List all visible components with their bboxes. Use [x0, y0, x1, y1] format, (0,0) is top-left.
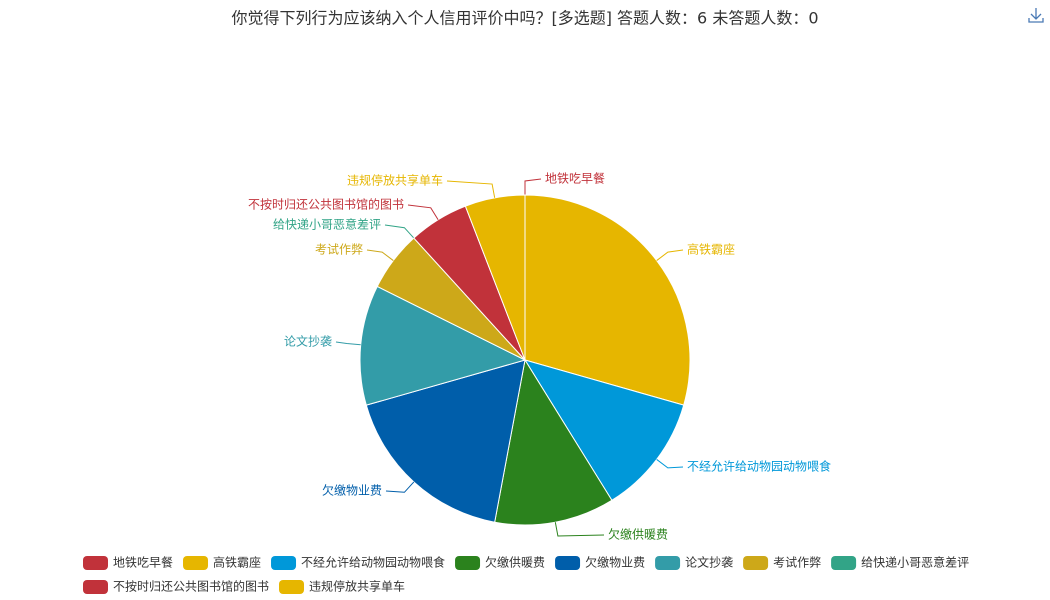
legend-label: 给快递小哥恶意差评 [861, 555, 969, 570]
legend-item[interactable]: 给快递小哥恶意差评 [831, 555, 969, 571]
leader-line [554, 522, 605, 537]
pie-slice [523, 359, 685, 501]
leader-line [656, 459, 684, 469]
legend-label: 欠缴供暖费 [485, 555, 545, 570]
legend-item[interactable]: 地铁吃早餐 [83, 555, 173, 571]
legend-swatch [555, 556, 581, 570]
chart-title: 你觉得下列行为应该纳入个人信用评价中吗？[多选题] 答题人数：6 未答题人数：0 [231, 9, 818, 28]
legend-swatch [183, 556, 209, 570]
legend-item[interactable]: 欠缴供暖费 [455, 555, 545, 571]
legend-swatch [455, 556, 481, 570]
legend-swatch [271, 556, 297, 570]
slice-label: 欠缴供暖费 [608, 527, 668, 542]
legend-swatch [655, 556, 681, 570]
leader-line [407, 204, 439, 220]
legend-item[interactable]: 高铁霸座 [183, 555, 261, 571]
slice-label: 欠缴物业费 [322, 483, 382, 498]
slice-label: 高铁霸座 [687, 242, 735, 257]
legend-swatch [83, 556, 108, 570]
leader-line [524, 178, 542, 195]
legend-label: 高铁霸座 [213, 555, 261, 570]
download-icon[interactable] [1028, 8, 1044, 23]
slice-label: 不经允许给动物园动物喂食 [687, 459, 831, 474]
legend-item[interactable]: 欠缴物业费 [555, 555, 645, 571]
legend-swatch [279, 580, 305, 594]
legend-label: 考试作弊 [773, 555, 821, 570]
slice-label: 论文抄袭 [284, 334, 332, 349]
legend-item[interactable]: 不经允许给动物园动物喂食 [271, 555, 445, 571]
leader-line [335, 341, 361, 346]
legend-label: 违规停放共享单车 [309, 579, 405, 594]
legend-item[interactable]: 违规停放共享单车 [279, 579, 405, 595]
leader-line [446, 180, 496, 198]
leader-line [656, 249, 684, 261]
slice-label: 违规停放共享单车 [347, 173, 443, 188]
legend-swatch [83, 580, 108, 594]
leader-line [385, 481, 415, 493]
legend-swatch [831, 556, 857, 570]
legend-label: 论文抄袭 [685, 555, 733, 570]
slice-label: 地铁吃早餐 [545, 171, 605, 186]
pie-slice [524, 194, 691, 406]
leader-line [384, 224, 415, 239]
legend-label: 不按时归还公共图书馆的图书 [113, 579, 269, 594]
pie-slice [359, 285, 527, 406]
legend-item[interactable]: 不按时归还公共图书馆的图书 [83, 579, 269, 595]
legend-label: 不经允许给动物园动物喂食 [301, 555, 445, 570]
legend-item[interactable]: 论文抄袭 [655, 555, 733, 571]
slice-label: 给快递小哥恶意差评 [273, 217, 381, 232]
legend-swatch [743, 556, 769, 570]
legend-label: 欠缴物业费 [585, 555, 645, 570]
slice-label: 考试作弊 [315, 242, 363, 257]
leader-line [366, 249, 394, 261]
legend-item[interactable]: 考试作弊 [743, 555, 821, 571]
slice-label: 不按时归还公共图书馆的图书 [248, 197, 404, 212]
legend-label: 地铁吃早餐 [113, 555, 173, 570]
